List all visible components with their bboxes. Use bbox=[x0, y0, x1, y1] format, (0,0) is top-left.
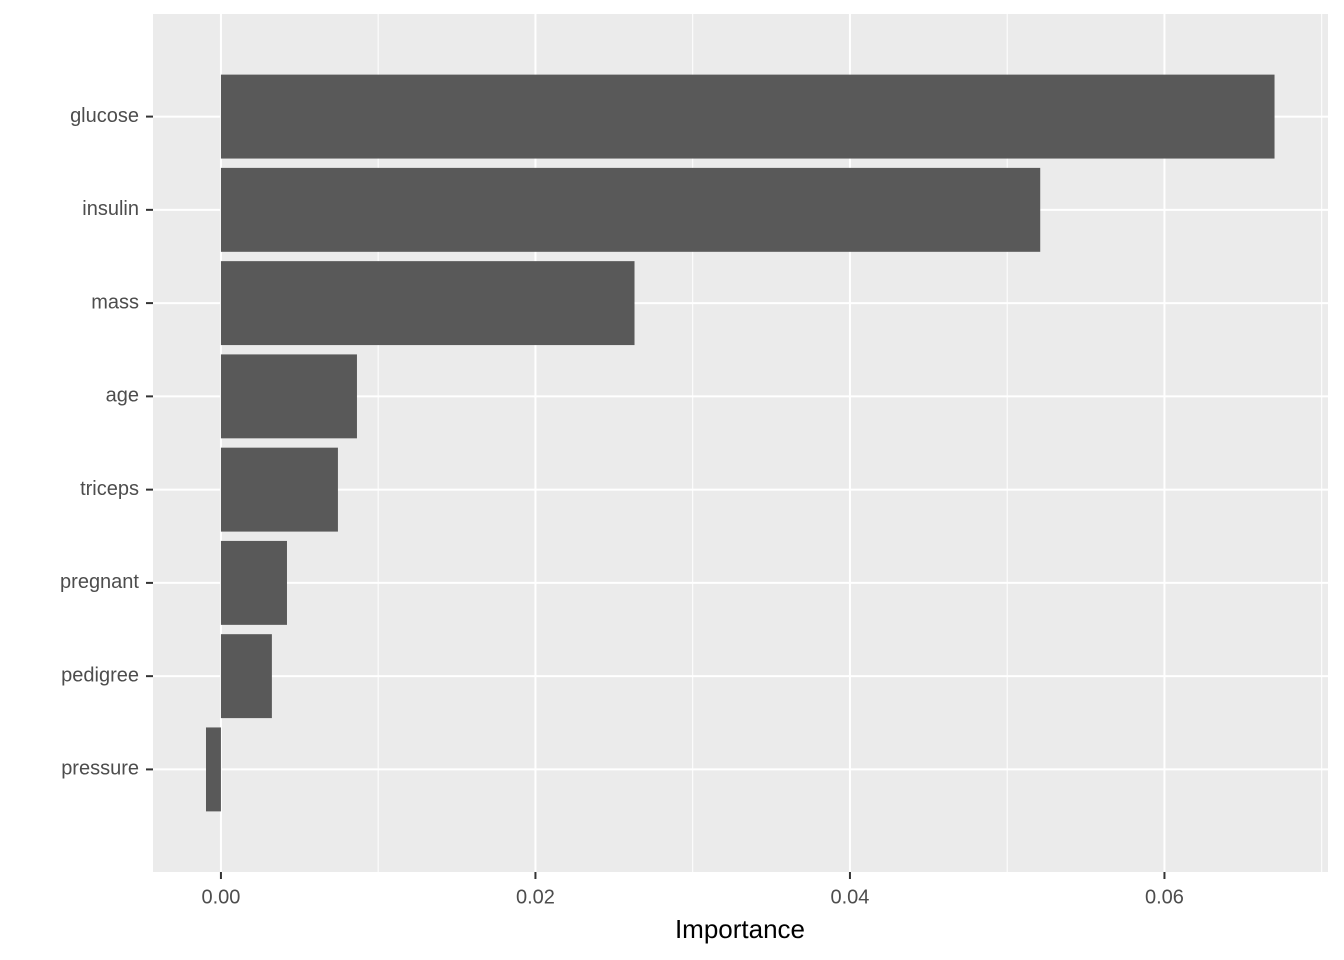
bar bbox=[205, 727, 221, 812]
bar bbox=[220, 634, 272, 719]
x-tick-label: 0.06 bbox=[1145, 886, 1184, 908]
y-tick-label: pedigree bbox=[61, 664, 139, 686]
x-axis-label: Importance bbox=[675, 914, 805, 944]
y-tick-label: mass bbox=[91, 291, 139, 313]
bar bbox=[220, 74, 1275, 159]
y-tick-label: pregnant bbox=[60, 571, 139, 593]
y-tick-label: pressure bbox=[61, 758, 139, 780]
bar bbox=[220, 167, 1041, 252]
y-tick-label: glucose bbox=[70, 105, 139, 127]
bar bbox=[220, 447, 338, 532]
bar bbox=[220, 540, 287, 625]
y-tick-label: age bbox=[106, 385, 139, 407]
y-tick-label: insulin bbox=[82, 198, 139, 220]
bar bbox=[220, 354, 357, 439]
x-tick-label: 0.02 bbox=[516, 886, 555, 908]
x-tick-label: 0.04 bbox=[830, 886, 869, 908]
y-tick-label: triceps bbox=[80, 478, 139, 500]
x-tick-label: 0.00 bbox=[201, 886, 240, 908]
bar bbox=[220, 261, 635, 346]
